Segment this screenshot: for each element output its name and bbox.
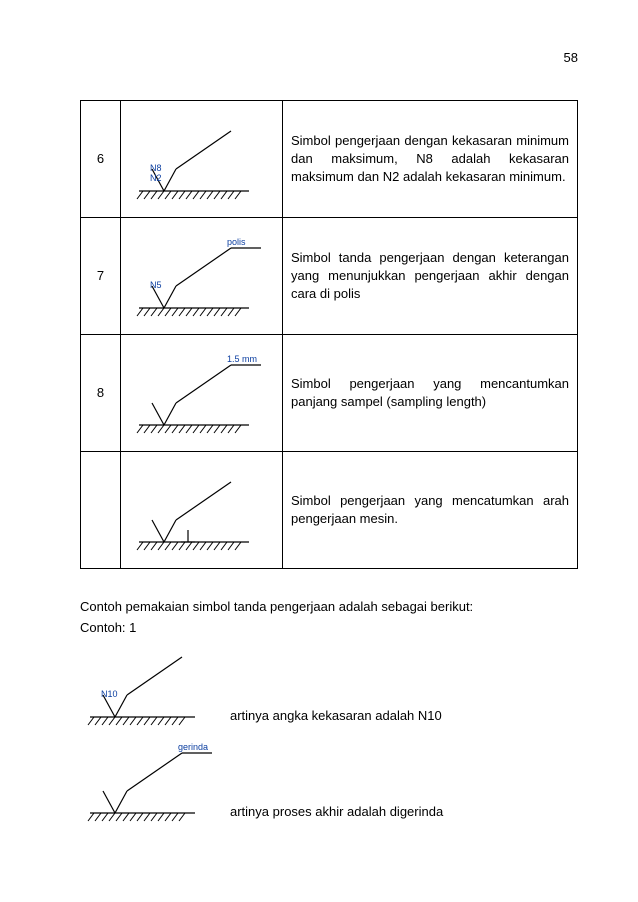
- symbol-cell: N8N2: [121, 101, 283, 218]
- row-number: 7: [81, 218, 121, 335]
- example-caption: artinya proses akhir adalah digerinda: [230, 802, 443, 823]
- svg-text:N10: N10: [101, 689, 118, 699]
- table-row: 7 polis N5 Simbol tanda pengerjaan dengan k…: [81, 218, 578, 335]
- intro-text: Contoh pemakaian simbol tanda pengerjaan…: [80, 597, 578, 618]
- row-number: 6: [81, 101, 121, 218]
- example-symbol: gerinda: [80, 741, 220, 831]
- symbols-table: 6N8N2Simbol pengerjaan dengan kekasaran …: [80, 100, 578, 569]
- row-number: 8: [81, 335, 121, 452]
- svg-text:N8: N8: [150, 163, 162, 173]
- svg-text:polis: polis: [227, 237, 246, 247]
- contoh-label: Contoh: 1: [80, 618, 578, 639]
- page-number: 58: [564, 50, 578, 65]
- svg-text:N2: N2: [150, 173, 162, 183]
- symbol-cell: [121, 452, 283, 569]
- description-cell: Simbol pengerjaan dengan kekasaran minim…: [283, 101, 578, 218]
- table-row: 8 1.5 mm Simbol pengerjaan yang mencantumk…: [81, 335, 578, 452]
- symbol-cell: 1.5 mm: [121, 335, 283, 452]
- svg-text:gerinda: gerinda: [178, 742, 208, 752]
- symbol-cell: polis N5: [121, 218, 283, 335]
- example-symbol: N10: [80, 645, 220, 735]
- page: 58 6N8N2Simbol pengerjaan dengan kekasar…: [0, 0, 638, 871]
- table-row: Simbol pengerjaan yang mencatumkan arah …: [81, 452, 578, 569]
- description-cell: Simbol tanda pengerjaan dengan keteranga…: [283, 218, 578, 335]
- description-cell: Simbol pengerjaan yang mencantumkan panj…: [283, 335, 578, 452]
- example-caption: artinya angka kekasaran adalah N10: [230, 706, 442, 727]
- below-section: Contoh pemakaian simbol tanda pengerjaan…: [80, 597, 578, 831]
- description-cell: Simbol pengerjaan yang mencatumkan arah …: [283, 452, 578, 569]
- svg-text:N5: N5: [150, 280, 162, 290]
- svg-text:1.5 mm: 1.5 mm: [227, 354, 257, 364]
- example-row: N10 artinya angka kekasaran adalah N10: [80, 645, 578, 735]
- example-row: gerinda artinya proses akhir adalah diger…: [80, 741, 578, 831]
- row-number: [81, 452, 121, 569]
- table-row: 6N8N2Simbol pengerjaan dengan kekasaran …: [81, 101, 578, 218]
